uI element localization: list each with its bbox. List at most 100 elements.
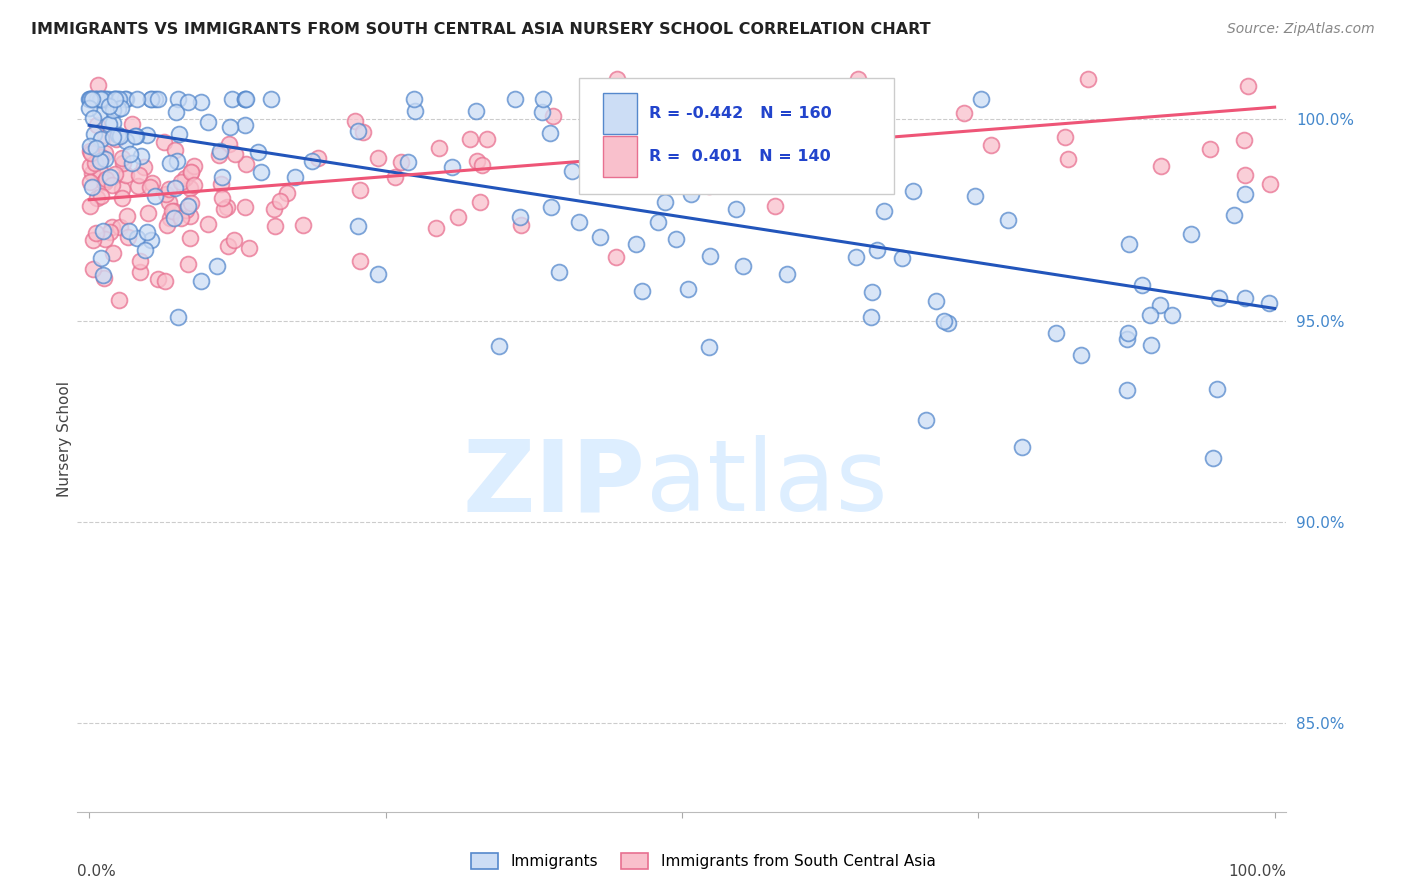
Point [678,283,700,297]
Point [94,152,117,166]
Point [901,184,924,198]
Point [179,181,201,195]
Point [218,120,240,134]
Point [80,92,103,106]
Point [699,250,721,264]
Point [98,99,121,113]
Point [111,151,134,165]
Point [1118,237,1140,252]
Point [166,310,188,324]
Point [606,72,628,87]
Point [820,136,842,150]
Point [568,215,591,229]
Point [1011,441,1033,455]
Point [1160,308,1182,322]
Point [79,159,101,173]
Point [1116,332,1139,346]
Point [94,128,117,142]
Point [121,156,143,170]
Point [1205,382,1227,396]
Point [128,169,150,183]
Point [84,142,107,156]
Point [163,211,186,225]
Legend: Immigrants, Immigrants from South Central Asia: Immigrants, Immigrants from South Centra… [464,847,942,875]
Point [605,250,627,264]
Point [166,153,188,168]
Point [80,92,103,106]
Point [724,202,747,217]
Point [160,203,183,218]
Point [93,268,115,282]
Point [1150,159,1173,173]
Point [177,95,200,109]
Point [1115,383,1137,397]
Point [125,231,148,245]
Point [153,274,176,288]
Point [349,253,371,268]
Point [724,148,747,162]
Point [217,238,239,252]
Point [101,245,124,260]
Point [139,92,162,106]
Point [114,92,136,106]
Point [640,133,662,147]
Point [103,92,125,106]
Point [396,155,419,169]
Point [136,128,159,142]
Point [93,224,115,238]
Point [91,92,114,106]
Point [104,92,127,106]
Point [1116,326,1139,341]
Point [114,168,136,182]
Point [1199,142,1222,156]
Point [127,179,149,194]
Point [183,159,205,173]
Point [503,92,526,106]
Point [157,182,180,196]
Point [269,194,291,209]
Point [183,178,205,193]
Point [125,129,148,144]
Point [112,155,135,169]
Point [860,285,883,299]
Point [936,317,959,331]
Point [589,229,612,244]
Point [233,92,256,106]
Text: R =  0.401   N = 140: R = 0.401 N = 140 [650,149,831,164]
Point [212,202,235,216]
Point [631,284,654,298]
Point [250,165,273,179]
Point [367,151,389,165]
Point [80,166,103,180]
Point [458,132,481,146]
Point [1139,308,1161,322]
Point [79,92,101,106]
Point [766,95,789,110]
Point [79,101,101,115]
Point [139,92,162,106]
Point [471,158,494,172]
Point [970,92,993,106]
Point [509,219,531,233]
Point [468,194,491,209]
Point [145,92,167,106]
Point [1234,291,1257,305]
Point [141,176,163,190]
Point [159,155,181,169]
Point [697,178,720,193]
Point [1237,78,1260,93]
Point [509,210,531,224]
Point [776,267,799,281]
Point [180,164,202,178]
Point [1180,227,1202,241]
Point [1222,208,1244,222]
Point [1208,291,1230,305]
Point [82,233,104,247]
Point [110,101,132,115]
Point [561,163,583,178]
Point [157,194,180,209]
Point [307,151,329,165]
Point [136,206,159,220]
Point [465,103,488,118]
Point [1233,133,1256,147]
